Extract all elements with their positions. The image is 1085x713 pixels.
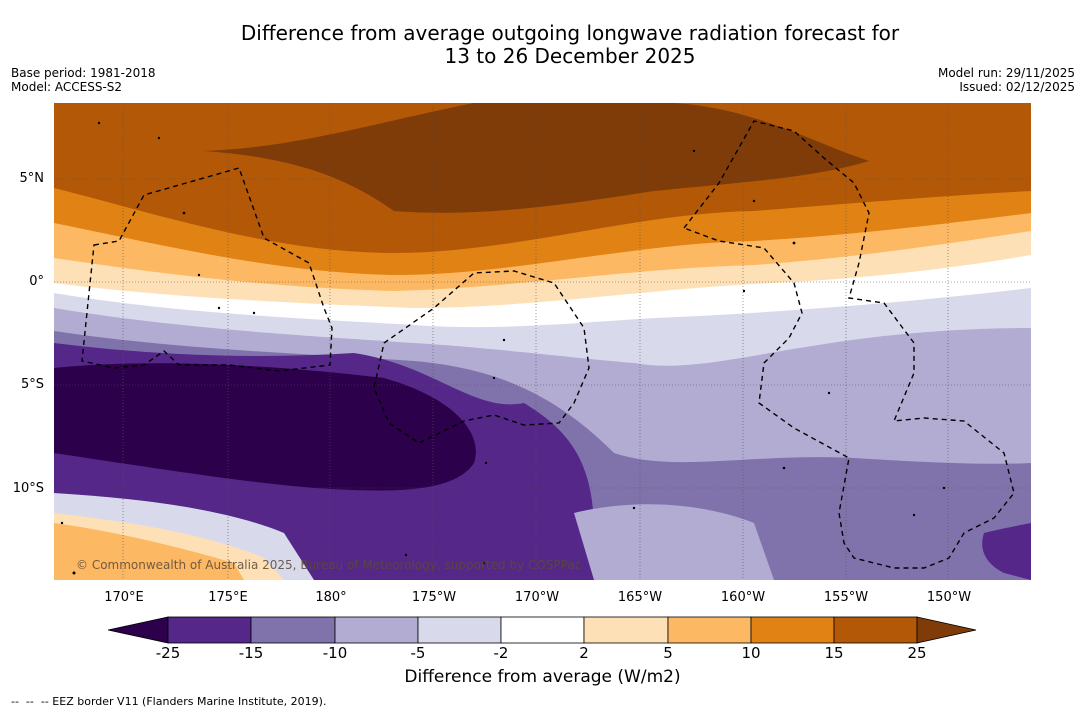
lon-label-180: 180° (315, 590, 347, 605)
model-run: Model run: 29/11/2025 (937, 66, 1075, 80)
band-east-minus25 (982, 523, 1031, 580)
meta-left: Base period: 1981-2018 Model: ACCESS-S2 (11, 66, 156, 94)
lon-label-170w: 170°W (514, 590, 560, 605)
colorbar-swatch-4 (417, 616, 502, 644)
colorbar-swatch-5 (500, 616, 585, 644)
colorbar-swatch-3 (334, 616, 419, 644)
lon-label-170e: 170°E (104, 590, 144, 605)
colorbar-label: Difference from average (W/m2) (404, 667, 681, 687)
cbar-tick-5: 5 (663, 644, 673, 662)
lat-label-5s: 5°S (20, 377, 44, 392)
lat-label-10s: 10°S (12, 481, 44, 496)
colorbar-swatch-8 (750, 616, 835, 644)
band-se-minus10 (574, 504, 774, 580)
eez-borders (81, 120, 1015, 569)
lon-label-175w: 175°W (411, 590, 457, 605)
cbar-tick-minus5: -5 (410, 644, 426, 662)
cbar-tick-2: 2 (579, 644, 589, 662)
lat-label-5n: 5°N (19, 171, 45, 186)
lon-label-175e: 175°E (208, 590, 248, 605)
colorbar-swatch-1 (167, 616, 252, 644)
lon-label-150w: 150°W (926, 590, 972, 605)
lon-label-155w: 155°W (823, 590, 869, 605)
cbar-tick-15: 15 (824, 644, 844, 662)
colorbar-swatch-7 (667, 616, 752, 644)
meta-right: Model run: 29/11/2025 Issued: 02/12/2025 (938, 66, 1075, 94)
colorbar-swatch-2 (250, 616, 336, 644)
lon-label-165w: 165°W (617, 590, 663, 605)
colorbar-upper-arrow (916, 616, 977, 644)
issued-date: Issued: 02/12/2025 (959, 80, 1075, 94)
cbar-tick-minus2: -2 (493, 644, 509, 662)
colorbar (108, 616, 977, 644)
colorbar-swatch-6 (583, 616, 669, 644)
copyright-credit: © Commonwealth of Australia 2025, Bureau… (76, 558, 582, 572)
title-line-1: Difference from average outgoing longwav… (240, 21, 900, 45)
colorbar-lower-arrow (108, 616, 169, 644)
olr-anomaly-map (54, 103, 1031, 580)
band-strong-positive (204, 103, 869, 213)
lon-label-160w: 160°W (720, 590, 766, 605)
cbar-tick-10: 10 (741, 644, 761, 662)
lat-label-0: 0° (29, 274, 44, 289)
colorbar-swatch-9 (833, 616, 918, 644)
lat-gridlines (54, 178, 1031, 489)
band-sw-5to10 (54, 523, 244, 580)
island-dots (60, 121, 946, 575)
eez-legend: -- -- -- EEZ border V11 (Flanders Marine… (11, 695, 327, 708)
cbar-tick-25: 25 (907, 644, 927, 662)
title-line-2: 13 to 26 December 2025 (444, 44, 696, 68)
map-title: Difference from average outgoing longwav… (0, 22, 1085, 68)
base-period: Base period: 1981-2018 (11, 66, 156, 80)
cbar-tick-minus25: -25 (155, 644, 181, 662)
cbar-tick-minus10: -10 (322, 644, 348, 662)
model-name: Model: ACCESS-S2 (11, 80, 123, 94)
band-lt-25 (54, 363, 476, 491)
cbar-tick-minus15: -15 (238, 644, 264, 662)
